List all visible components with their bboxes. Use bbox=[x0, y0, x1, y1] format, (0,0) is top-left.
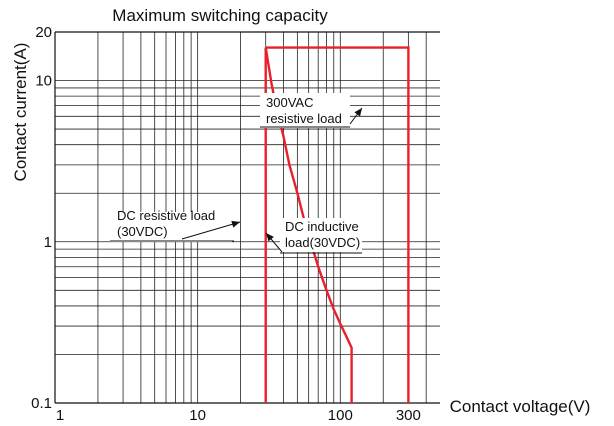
x-tick-label: 1 bbox=[56, 407, 64, 424]
annotation-text: load(30VDC) bbox=[285, 235, 360, 250]
annotation-text: resistive load bbox=[266, 111, 342, 126]
annotation-text: 300VAC bbox=[266, 95, 313, 110]
y-tick-label: 1 bbox=[44, 234, 52, 251]
y-tick-labels: 0.1 1 10 20 bbox=[31, 24, 52, 412]
annotation-leader bbox=[181, 221, 241, 240]
y-tick-label: 0.1 bbox=[31, 395, 52, 412]
annotation-background bbox=[110, 212, 232, 242]
x-tick-label: 300 bbox=[396, 407, 421, 424]
y-tick-label: 10 bbox=[35, 73, 52, 90]
x-tick-labels: 1 10 100 300 bbox=[56, 407, 421, 424]
annotation-background bbox=[260, 93, 350, 128]
annotation-background bbox=[280, 218, 362, 252]
plot-frame bbox=[54, 31, 440, 404]
annotation-text: DC inductive bbox=[285, 219, 359, 234]
series-line-1 bbox=[265, 46, 410, 403]
annotation-text: (30VDC) bbox=[117, 224, 168, 239]
chart-title: Maximum switching capacity bbox=[112, 6, 328, 25]
x-axis-label: Contact voltage(V) bbox=[450, 397, 591, 416]
annotation-2: DC resistive load(30VDC) bbox=[110, 208, 241, 242]
x-tick-label: 10 bbox=[189, 407, 206, 424]
annotation-text: DC resistive load bbox=[117, 208, 215, 223]
x-tick-label: 100 bbox=[328, 407, 353, 424]
annotation-arrowhead bbox=[231, 220, 240, 228]
y-tick-label: 20 bbox=[35, 24, 52, 41]
annotation-arrowhead bbox=[266, 233, 274, 242]
y-axis-label: Contact current(A) bbox=[11, 43, 30, 182]
annotation-arrowhead bbox=[354, 108, 362, 117]
